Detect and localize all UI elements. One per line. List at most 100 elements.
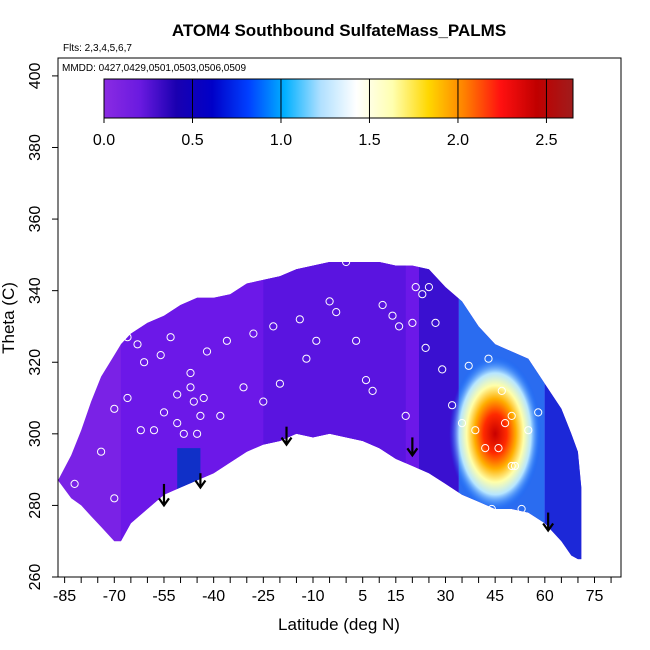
sample-point [269,322,278,331]
sample-point [312,336,321,345]
descent-arrows [158,426,555,533]
x-tick-label: -10 [301,588,324,605]
sample-point [302,354,311,363]
sample-point [411,283,420,292]
x-tick-label: -85 [53,588,76,605]
sample-point [140,358,149,367]
y-tick-label: 300 [27,420,44,447]
sample-point [186,383,195,392]
x-tick-label: 60 [536,588,554,605]
sample-point [501,419,510,428]
flights-note: Flts: 2,3,4,5,6,7 [63,43,132,54]
sample-point [123,333,132,342]
x-tick-label: -55 [152,588,175,605]
sample-points [70,257,543,514]
sample-point [471,426,480,435]
x-tick-label: -25 [252,588,275,605]
sample-point [202,347,212,356]
x-tick-label: -70 [103,588,126,605]
colorbar-tick-label: 0.0 [93,132,115,149]
sample-point [457,419,467,428]
sample-point [249,329,258,338]
sample-point [507,411,516,420]
sample-point [361,376,371,385]
sample-point [438,365,447,374]
sample-point [510,461,520,471]
y-tick-label: 400 [27,62,44,89]
y-tick-label: 280 [27,492,44,519]
sample-point [464,361,473,370]
sample-point [156,351,165,360]
sample-point [70,479,79,488]
sample-point [189,397,198,406]
descent-arrow [158,483,170,508]
sample-point [110,404,119,413]
y-tick-label: 360 [27,206,44,233]
sample-point [97,447,106,456]
sample-point [448,401,457,410]
x-tick-label: 30 [437,588,455,605]
sample-point [487,504,496,514]
sample-point [239,383,248,392]
sample-point [285,444,294,453]
descent-arrow [542,512,555,533]
sample-point [524,325,533,335]
sample-point [444,275,453,284]
y-axis-label: Theta (C) [0,282,18,354]
sample-point [325,297,334,306]
sample-point [199,393,208,403]
sample-point [110,494,119,503]
sample-point [388,311,397,320]
sample-point [431,318,440,327]
colorbar-tick-label: 0.5 [181,132,203,149]
descent-arrow [406,437,419,458]
sample-point [136,426,145,435]
sample-point [524,426,533,435]
dates-note: MMDD: 0427,0429,0501,0503,0506,0509 [62,63,246,74]
sample-point [259,397,268,406]
colorbar-tick-label: 1.5 [358,132,380,149]
x-tick-label: 5 [358,588,367,605]
sample-point [295,315,304,324]
descent-arrow [280,426,293,447]
sample-point [173,390,182,399]
colorbar-ramp [103,78,574,119]
y-tick-label: 340 [27,277,44,304]
colorbar-tick-label: 1.0 [270,132,292,149]
sample-point [421,343,430,352]
sample-point [418,290,427,299]
x-tick-label: 75 [586,588,604,605]
sample-point [494,444,503,453]
sample-point [159,408,169,417]
sample-point [507,461,516,471]
sample-point [352,336,361,345]
sample-point [222,336,231,345]
colorbar: 0.0 0.5 1.0 1.5 2.0 2.5 [93,78,574,149]
sample-point [424,283,433,292]
sample-point [368,386,377,395]
sample-point [173,419,182,428]
y-tick-label: 320 [27,349,44,376]
sample-point [481,444,490,453]
y-axis: 260 280 300 320 340 360 380 400 [27,62,58,590]
x-tick-label: 15 [387,588,405,605]
sample-point [342,257,351,267]
sample-point [149,426,159,435]
sample-point [534,408,543,417]
colorbar-tick-label: 2.5 [535,132,557,149]
sample-point [332,308,341,317]
sample-point [401,411,410,420]
x-axis: -85 -70 -55 -40 -25 -10 5 15 30 45 60 75 [53,577,612,605]
sample-point [378,300,387,310]
sample-point [395,322,404,331]
sample-point [133,340,142,349]
sample-point [216,411,225,420]
sample-point [275,379,284,388]
y-tick-label: 380 [27,134,44,161]
field-patch [177,448,201,499]
sample-point [497,386,506,395]
y-tick-label: 260 [27,564,44,591]
sample-point [408,318,417,327]
sample-point [166,333,175,342]
